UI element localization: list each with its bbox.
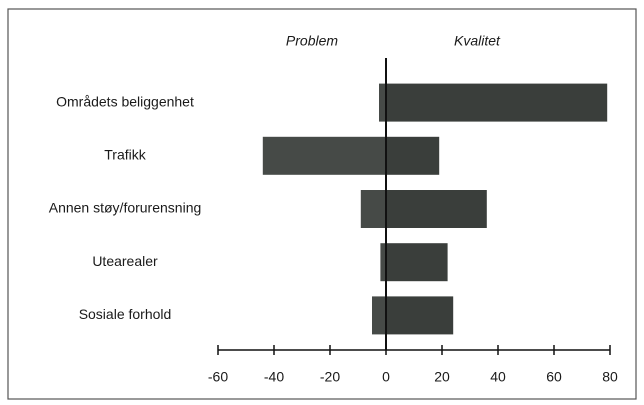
bar [386, 136, 440, 175]
bar [386, 83, 608, 122]
legend-label: Kvalitet [454, 33, 501, 49]
category-label: Annen støy/forurensning [49, 200, 202, 216]
x-tick-label: 80 [602, 369, 618, 385]
legend-label: Problem [286, 33, 338, 49]
category-label: Områdets beliggenhet [56, 93, 194, 109]
x-tick-label: 0 [382, 369, 390, 385]
x-tick-label: -40 [264, 369, 284, 385]
bar [386, 243, 448, 282]
bar [380, 243, 386, 282]
category-label: Trafikk [104, 147, 146, 163]
x-tick-label: -20 [320, 369, 340, 385]
bar [262, 136, 386, 175]
x-tick-label: 20 [434, 369, 450, 385]
bar [386, 190, 487, 228]
frame [7, 8, 637, 400]
category-label: Sosiale forhold [79, 306, 172, 322]
bar [372, 296, 386, 335]
x-tick-label: 60 [546, 369, 562, 385]
bar [360, 190, 386, 228]
bar [386, 296, 454, 335]
category-label: Utearealer [92, 253, 158, 269]
x-tick-label: 40 [490, 369, 506, 385]
x-tick-label: -60 [208, 369, 228, 385]
bar [379, 83, 386, 122]
